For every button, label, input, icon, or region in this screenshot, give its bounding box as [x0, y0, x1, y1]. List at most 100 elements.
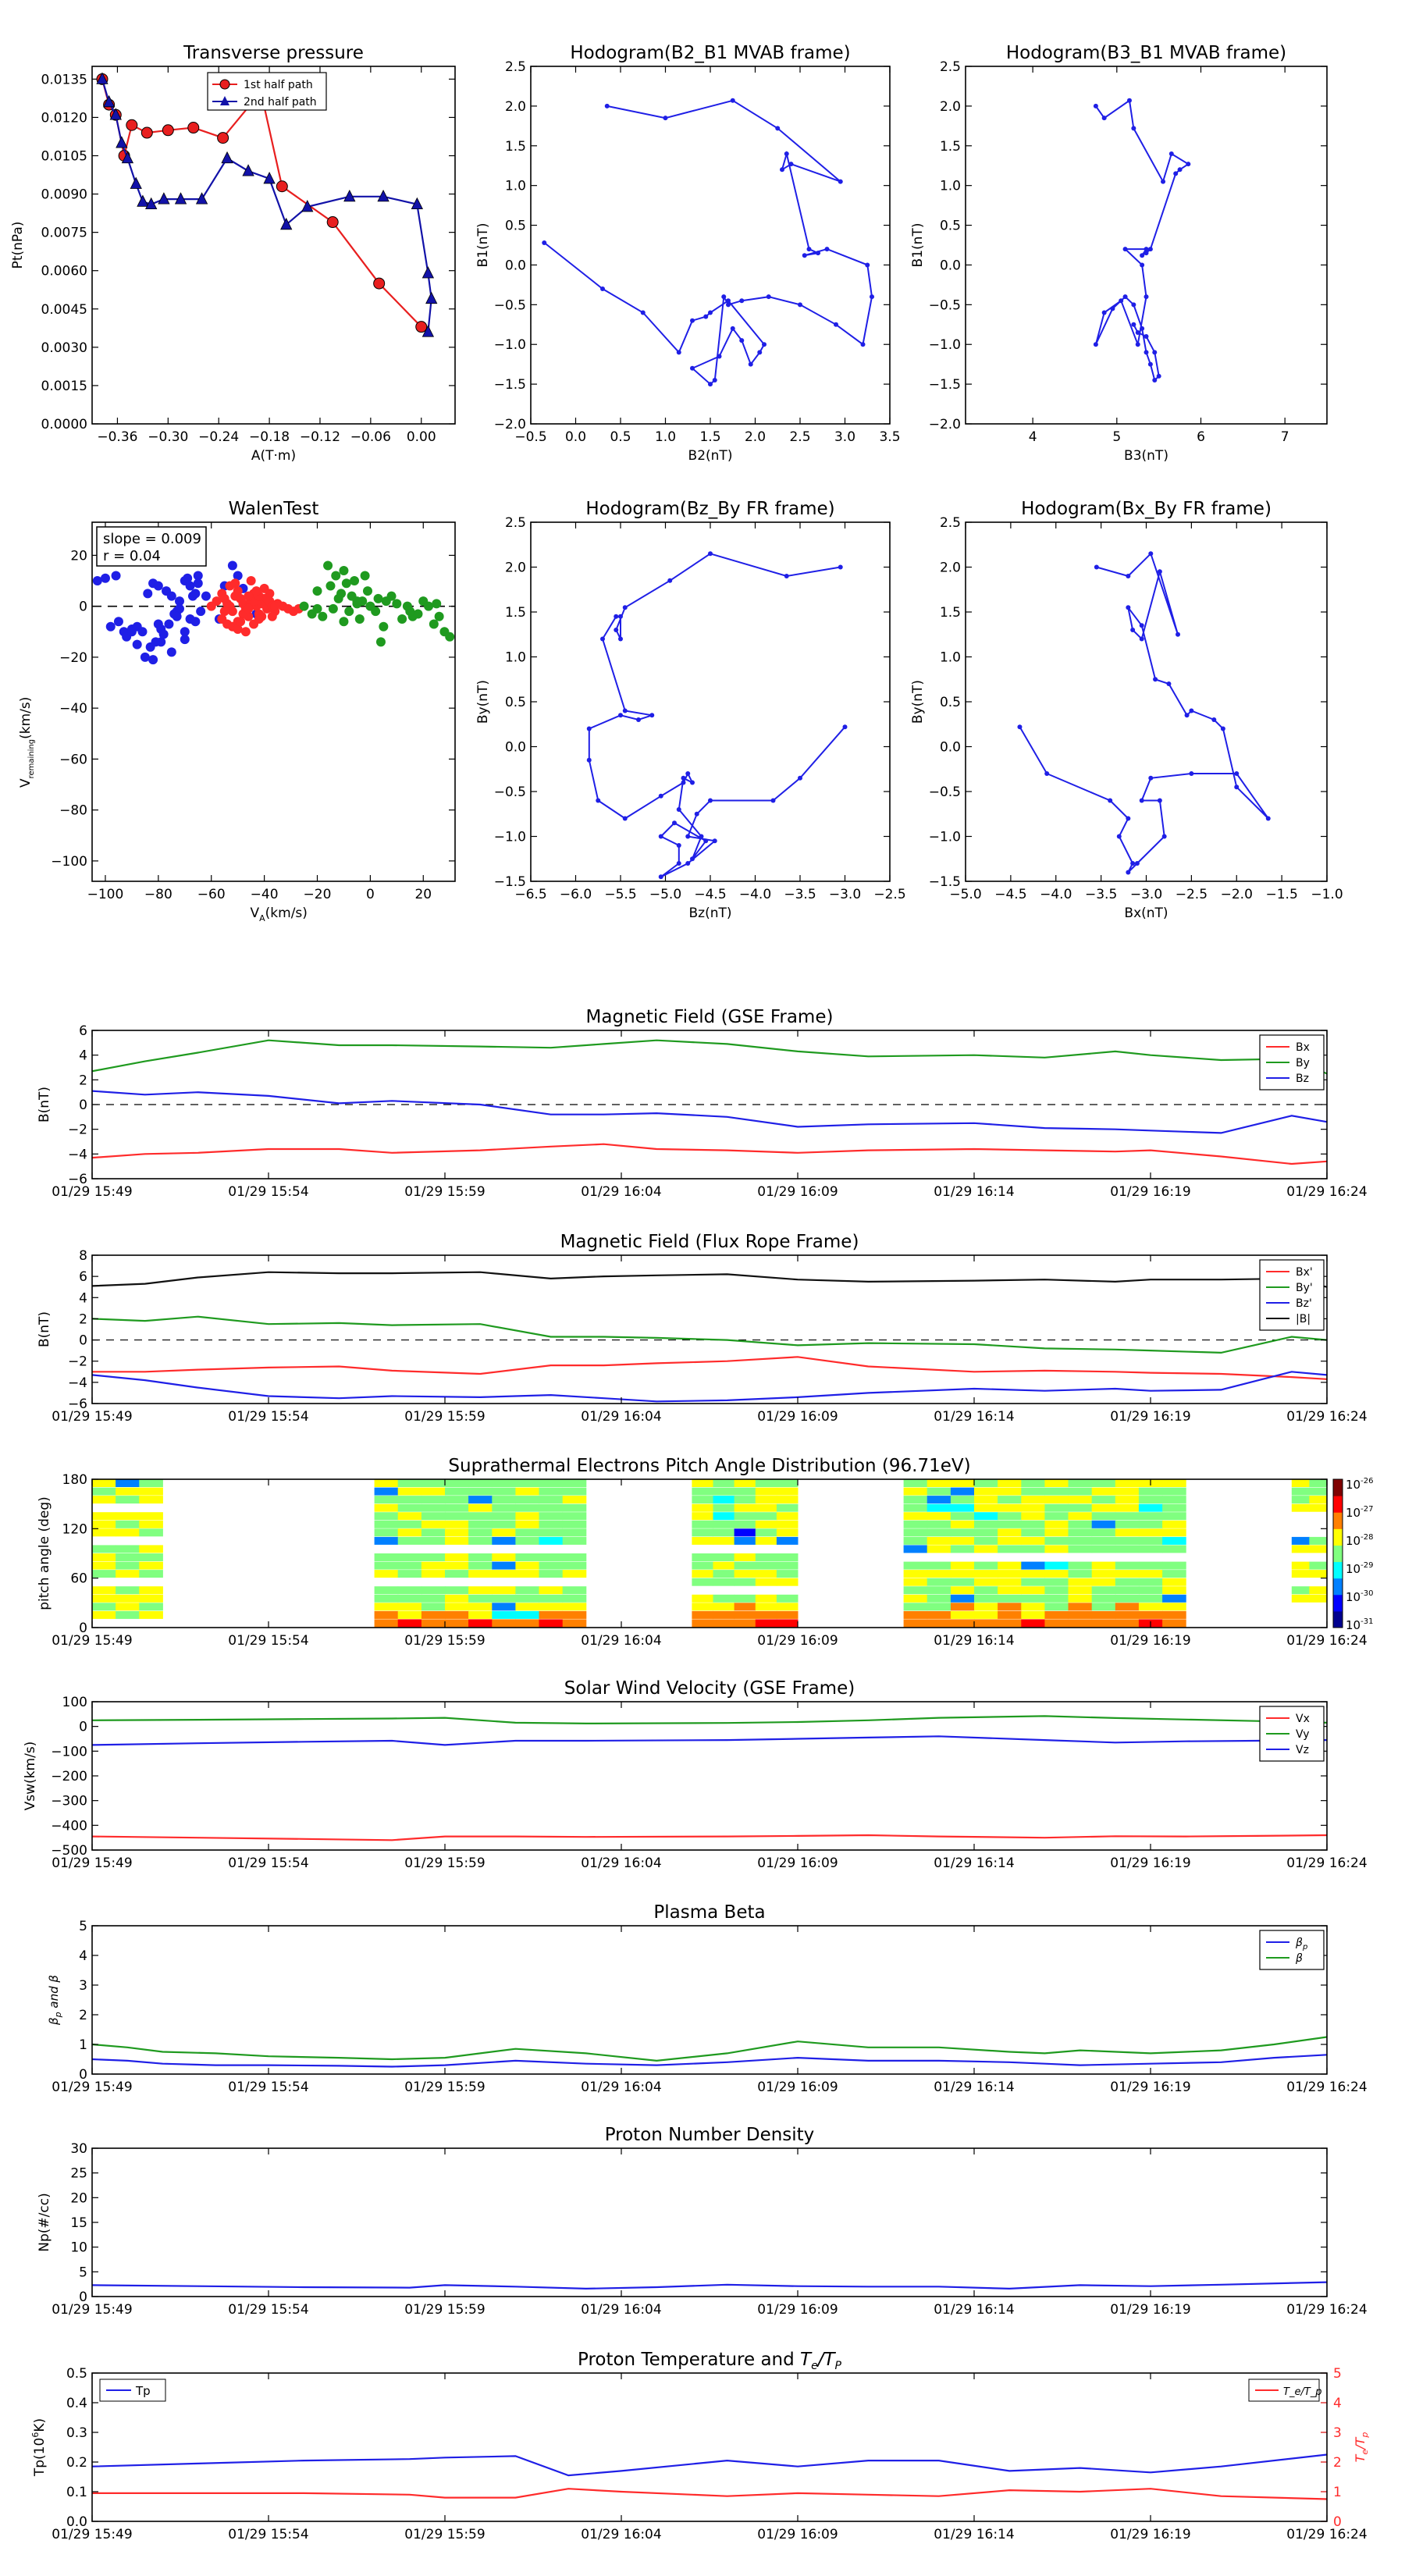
walen-ytick-label: −20 — [59, 650, 87, 666]
bfr-ytick-label: −2 — [68, 1354, 87, 1370]
pt-legend: 1st half path 2nd half path — [207, 72, 327, 111]
pad-cell — [421, 1536, 446, 1545]
h1-point — [838, 179, 843, 184]
pad-cell — [421, 1553, 446, 1561]
walen-point-red — [246, 576, 256, 586]
h4-point — [1094, 564, 1099, 570]
pad-cell — [692, 1570, 713, 1578]
h1-point — [542, 240, 547, 245]
h1-point — [717, 354, 722, 359]
pad-cell — [1115, 1603, 1140, 1611]
pad-cell — [1115, 1479, 1140, 1487]
pad-cell — [539, 1570, 564, 1578]
h3-point — [838, 564, 843, 570]
pad-cell — [974, 1528, 998, 1537]
pad-cell — [515, 1487, 539, 1496]
pad-cell — [998, 1570, 1022, 1578]
h3-point — [618, 614, 623, 619]
pad-cell — [397, 1603, 422, 1611]
pad-cell — [1091, 1578, 1116, 1586]
pad-cell — [539, 1536, 564, 1545]
bgse-time-tick-label: 01/29 16:19 — [1110, 1184, 1190, 1200]
h3-point — [685, 834, 691, 839]
pad-cell — [1021, 1545, 1045, 1553]
walen-point-blue — [190, 589, 201, 599]
chart-pad: Suprathermal Electrons Pitch Angle Distr… — [37, 1456, 1373, 1649]
pad-cell — [903, 1610, 928, 1619]
pad-cell — [92, 1512, 116, 1521]
walen-point-green — [397, 614, 407, 624]
np-ytick-label: 25 — [70, 2166, 87, 2182]
pad-cell — [397, 1561, 422, 1570]
beta-time-tick-label: 01/29 15:54 — [228, 2080, 308, 2095]
pad-cell — [998, 1512, 1022, 1521]
pt-triangle-marker — [174, 192, 187, 205]
walen-point-blue — [196, 607, 206, 617]
h2-point — [1144, 350, 1149, 355]
pad-cell — [445, 1594, 469, 1603]
pad-cell — [139, 1553, 163, 1561]
h1-plot-area — [542, 98, 874, 387]
pad-cell — [1138, 1487, 1163, 1496]
pad-cell — [1138, 1610, 1163, 1619]
walen-point-red — [233, 624, 243, 635]
pad-cell — [950, 1570, 975, 1578]
pad-cell — [421, 1496, 446, 1504]
pad-cell — [116, 1520, 140, 1528]
pad-cell — [1091, 1594, 1116, 1603]
h2-point — [1173, 171, 1179, 176]
h3-point — [681, 775, 686, 781]
h1-xtick-label: 3.0 — [834, 429, 855, 445]
h4-point — [1044, 771, 1050, 776]
pad-cell — [998, 1528, 1022, 1537]
pad-cell — [1291, 1545, 1310, 1553]
h2-ytick-label: 1.0 — [940, 179, 961, 194]
pad-cell — [492, 1594, 516, 1603]
pt-triangle-marker — [221, 151, 233, 164]
beta-legend-label: β — [1295, 1952, 1303, 1965]
h4-axes-frame — [965, 521, 1328, 882]
pad-cell — [713, 1570, 735, 1578]
pt-title: Transverse pressure — [183, 43, 364, 63]
h4-ytick-label: 1.5 — [940, 605, 961, 621]
h3-ytick-label: −0.5 — [494, 785, 526, 800]
walen-point-blue — [180, 635, 190, 645]
walen-xtick-label: −80 — [144, 887, 173, 902]
pad-cell — [713, 1603, 735, 1611]
pad-cell — [998, 1586, 1022, 1595]
pad-time-tick-label: 01/29 15:54 — [228, 1633, 308, 1649]
h1-point — [816, 251, 820, 256]
h4-point — [1184, 713, 1190, 718]
np-time-tick-label: 01/29 16:09 — [757, 2302, 838, 2318]
h4-point — [1176, 632, 1181, 637]
walen-point-green — [424, 601, 434, 611]
vsw-ytick-label: −200 — [51, 1769, 87, 1784]
pad-cell — [1309, 1586, 1328, 1595]
h4-point — [1116, 834, 1122, 839]
pad-cell — [1138, 1496, 1163, 1504]
h1-point — [663, 116, 668, 121]
h1-ytick-label: −2.0 — [494, 417, 526, 432]
tp-y2tick-label: 4 — [1333, 2396, 1342, 2411]
pad-cell — [1309, 1594, 1328, 1603]
pad-cell — [116, 1496, 140, 1504]
h4-point — [1161, 834, 1167, 839]
pad-cell — [92, 1603, 116, 1611]
pad-cell — [755, 1610, 777, 1619]
np-time-tick-label: 01/29 15:59 — [404, 2302, 485, 2318]
pt-triangle-marker — [130, 176, 142, 189]
pad-cell — [927, 1520, 951, 1528]
pad-cell — [713, 1503, 735, 1512]
pad-cell — [445, 1553, 469, 1561]
pad-cell — [734, 1570, 756, 1578]
pad-cell — [1138, 1561, 1163, 1570]
pad-cell — [539, 1528, 564, 1537]
pad-cell — [692, 1561, 713, 1570]
pad-cell — [515, 1561, 539, 1570]
tp-time-tick-label: 01/29 15:59 — [404, 2527, 485, 2542]
vsw-axes-frame — [91, 1701, 1328, 1851]
pad-cell — [1115, 1487, 1140, 1496]
tp-legend-right: T_e/T_p — [1248, 2379, 1322, 2402]
walen-point-green — [328, 603, 338, 614]
h3-point — [676, 807, 681, 812]
